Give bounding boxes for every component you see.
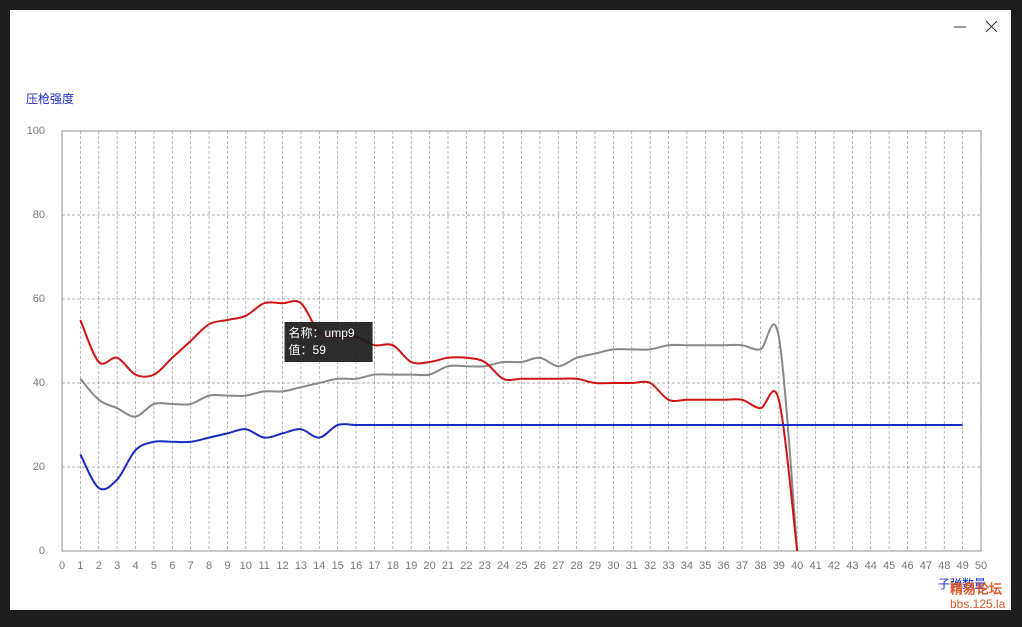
x-tick-label: 9	[224, 560, 230, 572]
x-tick-label: 50	[975, 560, 987, 572]
x-tick-label: 25	[515, 560, 527, 572]
x-tick-label: 34	[681, 560, 693, 572]
x-tick-label: 40	[791, 560, 803, 572]
x-tick-label: 27	[552, 560, 564, 572]
series-line	[79, 323, 799, 552]
tooltip-box	[284, 322, 373, 362]
x-tick-label: 20	[423, 560, 435, 572]
x-tick-label: 23	[479, 560, 491, 572]
y-tick-label: 0	[39, 545, 45, 557]
x-tick-label: 46	[901, 560, 913, 572]
x-tick-label: 13	[295, 560, 307, 572]
x-tick-label: 37	[736, 560, 748, 572]
x-tick-label: 49	[956, 560, 968, 572]
y-tick-label: 20	[33, 461, 45, 473]
x-tick-label: 2	[96, 560, 102, 572]
x-tick-label: 43	[846, 560, 858, 572]
x-tick-label: 32	[644, 560, 656, 572]
tooltip: 名称：ump9 值：59	[284, 322, 373, 362]
tooltip-text: 值：59	[289, 342, 327, 357]
x-tick-label: 19	[405, 560, 417, 572]
x-tick-label: 21	[442, 560, 454, 572]
x-tick-label: 18	[387, 560, 399, 572]
x-tick-label: 30	[607, 560, 619, 572]
x-tick-label: 7	[188, 560, 194, 572]
x-tick-label: 28	[571, 560, 583, 572]
x-tick-label: 5	[151, 560, 157, 572]
x-tick-label: 41	[809, 560, 821, 572]
x-tick-label: 24	[497, 560, 509, 572]
x-axis-label: 子弹数量	[938, 576, 986, 591]
x-tick-label: 48	[938, 560, 950, 572]
x-tick-label: 3	[114, 560, 120, 572]
y-tick-label: 40	[33, 377, 45, 389]
x-tick-label: 42	[828, 560, 840, 572]
series-line	[79, 423, 963, 491]
x-tick-label: 31	[626, 560, 638, 572]
dialog	[10, 10, 1011, 610]
x-tick-label: 36	[718, 560, 730, 572]
x-tick-label: 39	[773, 560, 785, 572]
x-tick-label: 1	[77, 560, 83, 572]
x-tick-label: 11	[258, 560, 269, 572]
watermark: 精易论坛	[950, 581, 1002, 596]
y-axis-label: 压枪强度	[26, 91, 74, 106]
x-tick-label: 38	[754, 560, 766, 572]
y-tick-label: 100	[27, 125, 45, 137]
close-button[interactable]	[985, 20, 998, 33]
x-tick-label: 10	[240, 560, 252, 572]
x-tick-label: 26	[534, 560, 546, 572]
x-tick-label: 4	[132, 560, 138, 572]
grid: 0 1 2 3 4 5 6 7 8 9 10 11 12 13 14 15 16 17 18 19 20 21 22 23 24…	[27, 125, 987, 572]
x-tick-label: 14	[313, 560, 325, 572]
x-tick-label: 0	[59, 560, 65, 572]
x-tick-label: 22	[460, 560, 472, 572]
lines	[79, 300, 963, 552]
x-tick-label: 17	[368, 560, 380, 572]
y-tick-label: 60	[33, 293, 45, 305]
y-tick-label: 80	[33, 209, 45, 221]
x-tick-label: 33	[662, 560, 674, 572]
tooltip-text: 名称：ump9	[289, 325, 355, 340]
x-tick-label: 47	[920, 560, 932, 572]
x-tick-label: 8	[206, 560, 212, 572]
x-tick-label: 44	[865, 560, 877, 572]
x-tick-label: 15	[332, 560, 344, 572]
x-tick-label: 29	[589, 560, 601, 572]
watermark: bbs.125.la	[950, 597, 1006, 611]
x-tick-label: 45	[883, 560, 895, 572]
x-tick-label: 12	[276, 560, 288, 572]
x-tick-label: 16	[350, 560, 362, 572]
x-tick-label: 35	[699, 560, 711, 572]
x-tick-label: 6	[169, 560, 175, 572]
series-line	[79, 300, 799, 552]
